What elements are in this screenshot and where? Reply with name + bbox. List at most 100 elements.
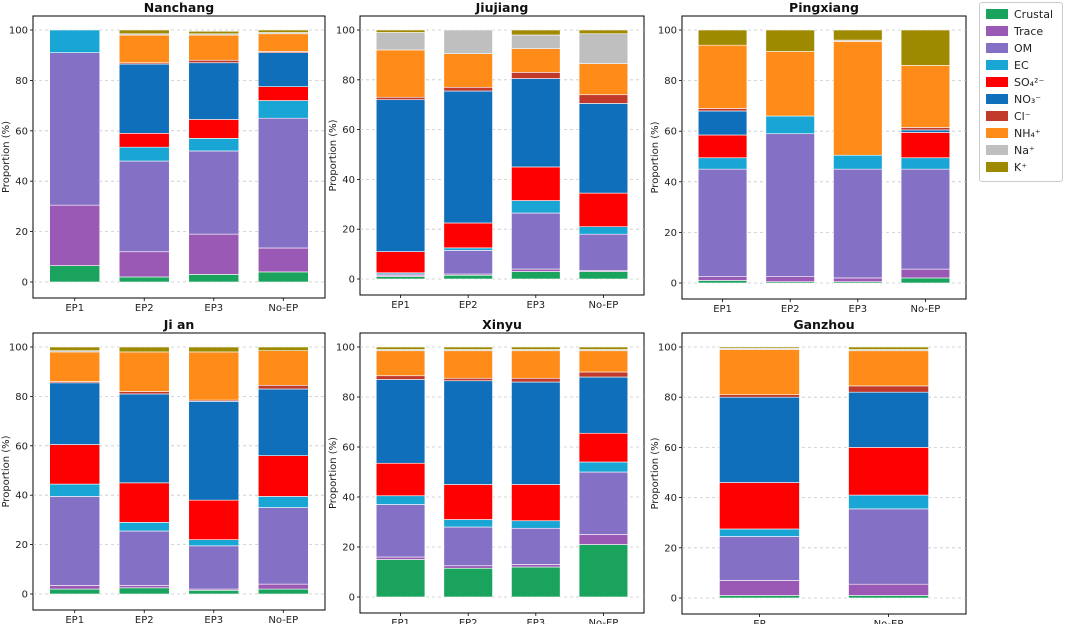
bar-segment-so4	[578, 432, 629, 463]
bar-segment-k	[511, 346, 561, 350]
y-tick-label: 100	[336, 343, 355, 354]
legend-label-crustal: Crustal	[1014, 7, 1054, 21]
legend-swatch-na	[986, 145, 1008, 155]
chart-panel-0: 0 20 40 60 80 100 Nanchang Proportion (%) EP1 EP2…	[1, 0, 326, 314]
x-tick-label: EP1	[391, 618, 410, 624]
bar-segment-so4	[511, 166, 561, 201]
y-tick-label: 60	[342, 443, 355, 454]
bar-segment-om	[118, 530, 170, 586]
bar-segment-crustal	[443, 274, 493, 280]
bar-segment-k	[578, 346, 629, 350]
bar-segment-so4	[578, 192, 629, 228]
bar-segment-ec	[375, 495, 426, 505]
bar-segment-k	[375, 29, 426, 33]
x-tick-label: EP1	[65, 615, 84, 624]
bar-segment-ec	[443, 247, 493, 251]
chart-panel-4: 0 20 40 60 80 100 Xinyu Proportion (%) EP1 EP2 EP3…	[328, 317, 645, 624]
x-tick-label: EP2	[459, 300, 478, 311]
bar-segment-k	[833, 29, 883, 41]
bar-segment-no3	[578, 376, 629, 434]
bar-segment-na	[511, 34, 561, 49]
bar-segment-no3	[188, 62, 240, 120]
bar-segment-om	[443, 250, 493, 275]
bar-segment-cl	[719, 394, 800, 398]
bar-segment-no3	[257, 388, 309, 456]
chart-panel-1: 0 20 40 60 80 100 Jiujiang Proportion (%) EP1 EP2…	[328, 0, 645, 311]
x-tick-label: No-EP	[589, 618, 619, 624]
bar-segment-cl	[578, 371, 629, 378]
bar-segment-so4	[118, 482, 170, 523]
bar-segment-cl	[375, 96, 426, 101]
bar-segment-trace	[49, 204, 101, 266]
bar-segment-no3	[719, 396, 800, 483]
bar-segment-nh4	[719, 349, 800, 395]
y-tick-label: 40	[664, 177, 677, 188]
bar-segment-crustal	[49, 588, 101, 595]
x-tick-label: EP	[753, 619, 765, 624]
bar-segment-ec	[257, 100, 309, 119]
bar-segment-k	[900, 29, 951, 66]
bar-segment-crustal	[118, 276, 170, 283]
y-tick-label: 100	[658, 343, 677, 354]
bar-segment-nh4	[697, 44, 748, 109]
x-tick-label: No-EP	[589, 300, 619, 311]
bar-segment-om	[511, 212, 561, 270]
y-tick-label: 20	[15, 227, 28, 238]
bar-segment-trace	[257, 583, 309, 590]
bar-segment-trace	[765, 276, 815, 283]
bar-segment-trace	[118, 251, 170, 278]
x-tick-label: EP1	[391, 300, 410, 311]
bar-segment-so4	[848, 447, 929, 496]
bar-segment-ec	[900, 157, 951, 170]
y-tick-label: 80	[664, 393, 677, 404]
y-axis-label: Proportion (%)	[650, 437, 661, 509]
legend-label-om: OM	[1014, 41, 1033, 55]
legend-item-nh4: NH₄⁺	[986, 126, 1041, 140]
bar-segment-ec	[511, 520, 561, 529]
y-tick-label: 40	[664, 493, 677, 504]
x-tick-label: EP3	[526, 300, 545, 311]
y-tick-label: 80	[664, 76, 677, 87]
bar-segment-so4	[257, 86, 309, 101]
bar-segment-crustal	[697, 280, 748, 284]
bar-segment-trace	[578, 534, 629, 545]
bar-segment-trace	[118, 585, 170, 589]
bar-segment-no3	[697, 110, 748, 136]
bar-segment-crustal	[118, 587, 170, 595]
y-axis-label: Proportion (%)	[1, 121, 12, 193]
bar-segment-nh4	[833, 41, 883, 156]
bar-segment-no3	[49, 382, 101, 445]
bar-segment-trace	[697, 276, 748, 281]
bar-segment-crustal	[578, 544, 629, 598]
bar-segment-ec	[719, 528, 800, 537]
y-tick-label: 20	[664, 543, 677, 554]
bar-segment-ec	[49, 483, 101, 497]
legend-item-crustal: Crustal	[986, 7, 1053, 21]
y-tick-label: 20	[342, 543, 355, 554]
legend-swatch-nh4	[986, 128, 1008, 138]
bar-segment-na	[443, 29, 493, 54]
y-tick-label: 20	[342, 225, 355, 236]
bar-segment-om	[578, 233, 629, 271]
bar-segment-trace	[900, 268, 951, 279]
bar-segment-om	[375, 504, 426, 558]
legend-swatch-so4	[986, 77, 1008, 87]
legend-label-nh4: NH₄⁺	[1014, 126, 1041, 140]
bar-segment-so4	[443, 484, 493, 520]
bar-segment-so4	[375, 251, 426, 274]
bar-segment-ec	[443, 519, 493, 528]
bar-segment-no3	[900, 129, 951, 133]
bar-segment-crustal	[375, 559, 426, 598]
y-tick-label: 0	[22, 278, 28, 289]
bar-segment-k	[257, 29, 309, 33]
y-tick-label: 0	[349, 275, 355, 286]
legend-label-no3: NO₃⁻	[1014, 92, 1042, 106]
bar-segment-cl	[578, 94, 629, 104]
y-tick-label: 40	[15, 177, 28, 188]
chart-title: Pingxiang	[789, 0, 859, 15]
legend-label-cl: Cl⁻	[1014, 109, 1031, 123]
bar-segment-crustal	[900, 277, 951, 284]
bar-segment-so4	[900, 132, 951, 159]
bar-segment-om	[719, 536, 800, 581]
legend-swatch-om	[986, 43, 1008, 53]
